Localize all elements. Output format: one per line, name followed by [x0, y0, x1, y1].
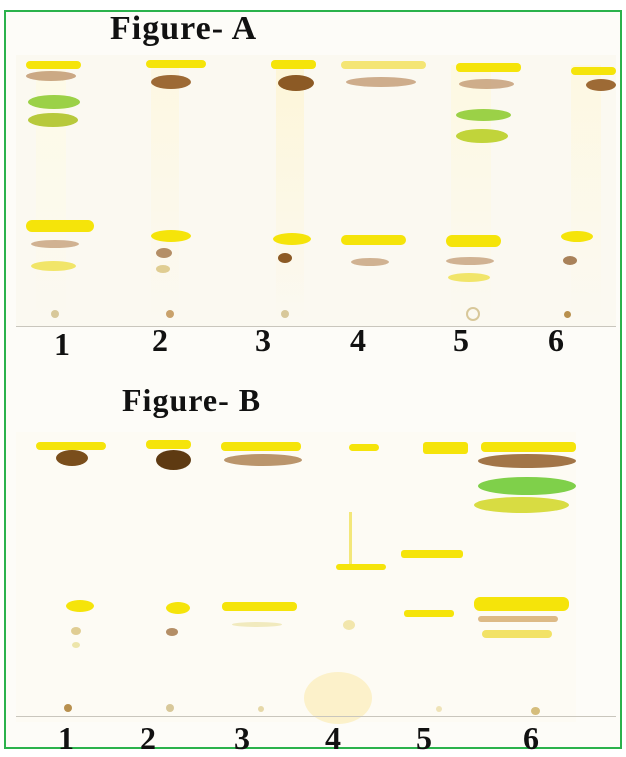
lane-label-a-4: 4: [350, 322, 366, 358]
lane-label-a-3: 3: [255, 322, 271, 358]
lane-label-a-6: 6: [548, 322, 564, 358]
plate-b-baseline: [16, 716, 616, 717]
lane-label-a-2: 2: [152, 322, 168, 358]
lane-label-a-1: 1: [54, 326, 70, 362]
tlc-plate-a: [16, 55, 616, 327]
figure-a-title: Figure- A: [110, 10, 258, 47]
lane-label-a-5: 5: [453, 322, 469, 358]
tlc-plate-b: [16, 432, 576, 724]
lane-label-b-5: 5: [416, 720, 432, 756]
lane-label-b-4: 4: [325, 720, 341, 756]
figure-b-title: Figure- B: [122, 382, 262, 418]
lane-label-b-1: 1: [58, 720, 74, 756]
lane-label-b-6: 6: [523, 720, 539, 756]
lane-label-b-3: 3: [234, 720, 250, 756]
lane-label-b-2: 2: [140, 720, 156, 756]
plate-a-baseline: [16, 326, 616, 327]
